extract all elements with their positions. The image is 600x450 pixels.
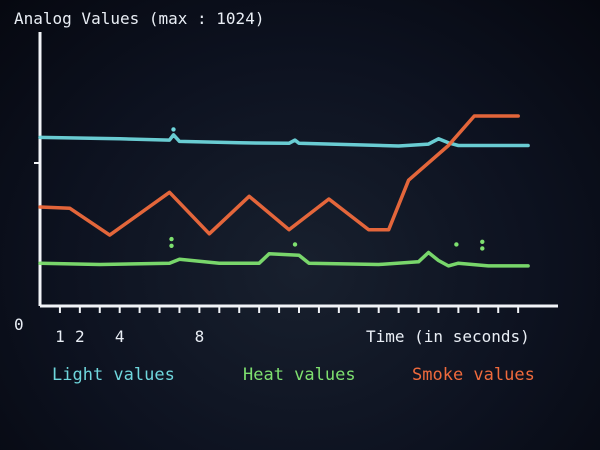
- x-tick-label: 8: [195, 327, 205, 346]
- spike-point: [480, 239, 485, 244]
- x-tick-label: 1: [55, 327, 65, 346]
- x-tick-label: 4: [115, 327, 125, 346]
- x-axis-label: Time (in seconds): [366, 327, 530, 346]
- spike-point: [454, 242, 459, 247]
- series-line-smoke: [38, 114, 520, 237]
- series-layer: [38, 114, 530, 268]
- spike-point: [480, 246, 485, 251]
- series-line-light: [38, 133, 530, 148]
- x-tick-label: 2: [75, 327, 85, 346]
- legend-entry-light: Light values: [52, 365, 175, 385]
- y-origin-label: 0: [14, 315, 24, 334]
- chart-title: Analog Values (max : 1024): [14, 9, 264, 28]
- series-line-heat: [38, 250, 530, 268]
- spike-point: [292, 242, 298, 247]
- axes: [34, 32, 558, 313]
- spike-point: [171, 127, 176, 132]
- legend-entry-smoke: Smoke values: [412, 365, 535, 385]
- legend: Light values Heat values Smoke values: [52, 365, 535, 385]
- spike-point: [169, 243, 174, 248]
- legend-entry-heat: Heat values: [243, 365, 356, 385]
- spike-point: [169, 236, 174, 242]
